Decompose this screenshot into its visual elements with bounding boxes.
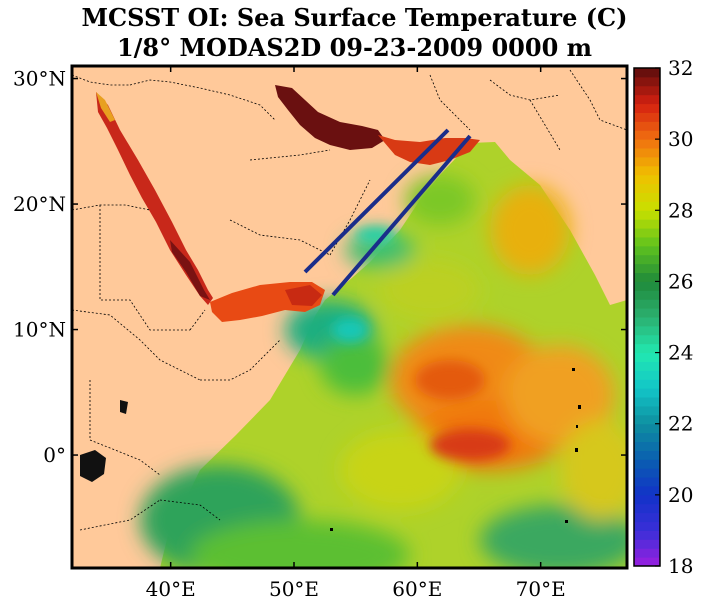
colorbar-band	[634, 236, 660, 247]
colorbar-band	[634, 485, 660, 496]
lon-tick-label: 70°E	[516, 577, 566, 601]
colorbar-band	[634, 174, 660, 185]
map-title-line-1: MCSST OI: Sea Surface Temperature (C)	[81, 3, 628, 32]
colorbar-band	[634, 468, 660, 478]
colorbar-label: 20	[668, 483, 693, 507]
temperature-colorbar: 32 30 28 26 24 22 20 18	[633, 56, 693, 578]
colorbar-band	[634, 459, 660, 469]
colorbar-band	[634, 192, 660, 202]
colorbar-band	[634, 281, 660, 291]
colorbar-band	[634, 352, 660, 362]
colorbar-band	[634, 254, 660, 265]
colorbar-label: 26	[668, 269, 693, 293]
colorbar-band	[634, 272, 660, 282]
colorbar-band	[634, 103, 660, 113]
colorbar-band	[634, 245, 660, 256]
colorbar-band	[634, 112, 660, 122]
lake-icon	[120, 400, 128, 414]
gulf-of-aden-east	[285, 285, 322, 306]
colorbar-band	[634, 414, 660, 425]
colorbar-band	[634, 156, 660, 167]
colorbar-band	[634, 388, 660, 398]
colorbar-band	[634, 548, 660, 558]
colorbar-band	[634, 76, 660, 87]
lon-tick-label: 40°E	[146, 577, 196, 601]
colorbar-band	[634, 557, 660, 567]
colorbar-band	[634, 494, 660, 505]
colorbar-band	[634, 121, 660, 131]
colorbar-band	[634, 423, 660, 434]
colorbar-band	[634, 539, 660, 549]
lat-tick-label: 0°	[43, 443, 66, 467]
colorbar-band	[634, 299, 660, 309]
colorbar-band	[634, 325, 660, 336]
latitude-axis: 30°N 20°N 10°N 0°	[13, 67, 627, 467]
colorbar-label: 22	[668, 412, 693, 436]
colorbar-band	[634, 450, 660, 460]
sst-shading	[140, 175, 627, 568]
lake-icon	[80, 450, 106, 482]
map-title-line-2: 1/8° MODAS2D 09-23-2009 0000 m	[116, 33, 593, 62]
small-islands	[330, 368, 581, 531]
colorbar-band	[634, 512, 660, 523]
colorbar-band	[634, 219, 660, 229]
section-line-west	[303, 128, 450, 274]
map-plot-area	[72, 66, 627, 568]
section-line-east	[331, 134, 472, 297]
persian-gulf	[275, 85, 385, 150]
colorbar-band	[634, 317, 660, 327]
colorbar-band	[634, 210, 660, 220]
colorbar-band	[634, 165, 660, 176]
colorbar-label: 30	[668, 127, 693, 151]
colorbar-band	[634, 290, 660, 300]
colorbar-band	[634, 441, 660, 451]
colorbar-band	[634, 343, 660, 354]
colorbar-label: 32	[668, 56, 693, 80]
colorbar-band	[634, 530, 660, 540]
red-sea-north	[96, 92, 115, 122]
colorbar-band	[634, 85, 660, 96]
colorbar-band	[634, 94, 660, 105]
lon-tick-label: 60°E	[392, 577, 442, 601]
lat-tick-label: 20°N	[13, 192, 66, 216]
colorbar-band	[634, 139, 660, 149]
colorbar-band	[634, 263, 660, 274]
longitude-axis: 40°E 50°E 60°E 70°E	[146, 66, 566, 601]
colorbar-label: 24	[668, 341, 693, 365]
section-lines	[303, 128, 472, 297]
red-sea	[96, 92, 213, 305]
lat-tick-label: 30°N	[13, 67, 66, 91]
colorbar-band	[634, 503, 660, 514]
colorbar-band	[634, 521, 660, 531]
red-sea-south	[170, 240, 210, 300]
colorbar-band	[634, 405, 660, 416]
colorbar-band	[634, 432, 660, 442]
colorbar-band	[634, 477, 660, 487]
colorbar-band	[634, 201, 660, 211]
colorbar-band	[634, 379, 660, 389]
colorbar-band	[634, 370, 660, 380]
colorbar-band	[634, 228, 660, 238]
lat-tick-label: 10°N	[13, 318, 66, 342]
colorbar-band	[634, 397, 660, 407]
colorbar-frame	[633, 67, 661, 567]
colorbar-label: 18	[668, 554, 693, 578]
colorbar-band	[634, 334, 660, 345]
colorbar-band	[634, 308, 660, 318]
colorbar-band	[634, 130, 660, 140]
map-frame	[70, 64, 629, 570]
colorbar-band	[634, 148, 660, 158]
colorbar-band	[634, 68, 660, 78]
colorbar-label: 28	[668, 198, 693, 222]
colorbar-band	[634, 361, 660, 371]
colorbar-band	[634, 183, 660, 193]
lon-tick-label: 50°E	[269, 577, 319, 601]
